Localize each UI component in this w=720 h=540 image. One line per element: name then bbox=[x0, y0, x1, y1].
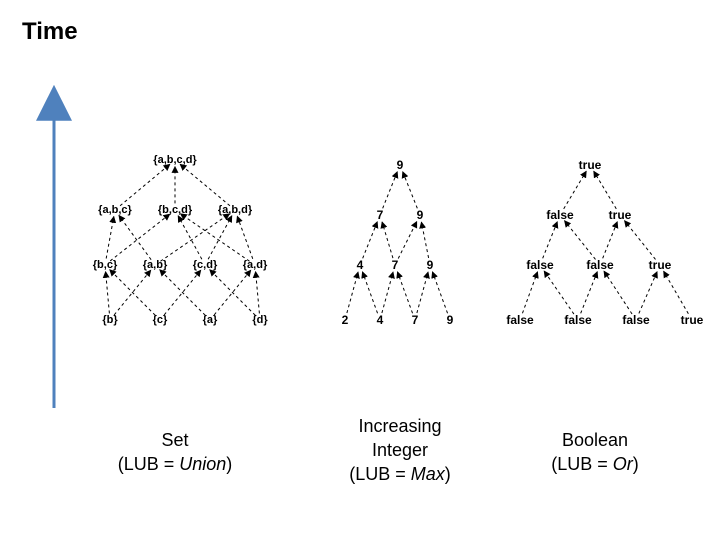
set-node-d: {d} bbox=[252, 314, 267, 326]
set-node-abd: {a,b,d} bbox=[218, 204, 252, 216]
boolean-node-t1: true bbox=[609, 208, 632, 222]
set-node-ad: {a,d} bbox=[243, 259, 267, 271]
boolean-node-f1: false bbox=[546, 208, 573, 222]
set-node-c: {c} bbox=[153, 314, 168, 326]
integer-node-n9c: 9 bbox=[447, 313, 454, 327]
boolean-node-f2b: false bbox=[586, 258, 613, 272]
caption-integer-line2: Integer bbox=[372, 440, 428, 461]
caption-set-line1: Set bbox=[161, 430, 188, 451]
integer-node-n4b: 4 bbox=[357, 258, 364, 272]
integer-node-n9: 9 bbox=[397, 158, 404, 172]
set-node-bcd: {b,c,d} bbox=[158, 204, 192, 216]
integer-node-n4c: 4 bbox=[377, 313, 384, 327]
boolean-node-f2a: false bbox=[526, 258, 553, 272]
integer-node-n9b: 9 bbox=[427, 258, 434, 272]
set-node-b: {b} bbox=[102, 314, 117, 326]
integer-node-n7b: 7 bbox=[392, 258, 399, 272]
time-title: Time bbox=[22, 18, 78, 46]
boolean-node-t2: true bbox=[649, 258, 672, 272]
caption-integer-line3: (LUB = Max) bbox=[349, 464, 451, 485]
set-node-cd: {c,d} bbox=[193, 259, 217, 271]
set-node-abc: {a,b,c} bbox=[98, 204, 132, 216]
caption-set-line2: (LUB = Union) bbox=[118, 454, 233, 475]
set-node-bc: {b,c} bbox=[93, 259, 117, 271]
integer-node-n9a: 9 bbox=[417, 208, 424, 222]
integer-node-n7a: 7 bbox=[377, 208, 384, 222]
set-node-abcd: {a,b,c,d} bbox=[153, 154, 196, 166]
boolean-node-f3c: false bbox=[622, 313, 649, 327]
caption-integer-line1: Increasing bbox=[358, 416, 441, 437]
set-node-ab: {a,b} bbox=[143, 259, 167, 271]
set-node-a: {a} bbox=[203, 314, 218, 326]
boolean-node-t0: true bbox=[579, 158, 602, 172]
caption-boolean-line2: (LUB = Or) bbox=[551, 454, 639, 475]
caption-boolean-line1: Boolean bbox=[562, 430, 628, 451]
boolean-node-f3b: false bbox=[564, 313, 591, 327]
diagram-canvas: Time {a,b,c,d} {a,b,c} {b,c,d} {a,b,d} {b,c}… bbox=[0, 0, 720, 540]
integer-node-n7c: 7 bbox=[412, 313, 419, 327]
integer-node-n2c: 2 bbox=[342, 313, 349, 327]
boolean-node-f3a: false bbox=[506, 313, 533, 327]
boolean-node-t3: true bbox=[681, 313, 704, 327]
